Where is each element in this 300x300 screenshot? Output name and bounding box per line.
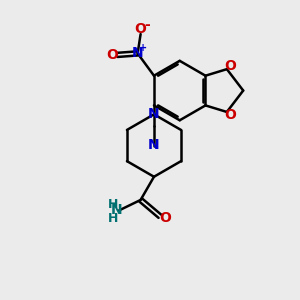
Text: -: - — [144, 18, 150, 32]
Text: H: H — [107, 198, 118, 211]
Text: +: + — [139, 43, 147, 53]
Text: O: O — [224, 108, 236, 122]
Text: N: N — [148, 138, 160, 152]
Text: O: O — [159, 211, 171, 225]
Text: N: N — [110, 203, 122, 217]
Text: O: O — [106, 48, 118, 62]
Text: O: O — [224, 59, 236, 73]
Text: O: O — [135, 22, 146, 36]
Text: N: N — [132, 46, 143, 60]
Text: H: H — [107, 212, 118, 225]
Text: N: N — [148, 107, 160, 121]
